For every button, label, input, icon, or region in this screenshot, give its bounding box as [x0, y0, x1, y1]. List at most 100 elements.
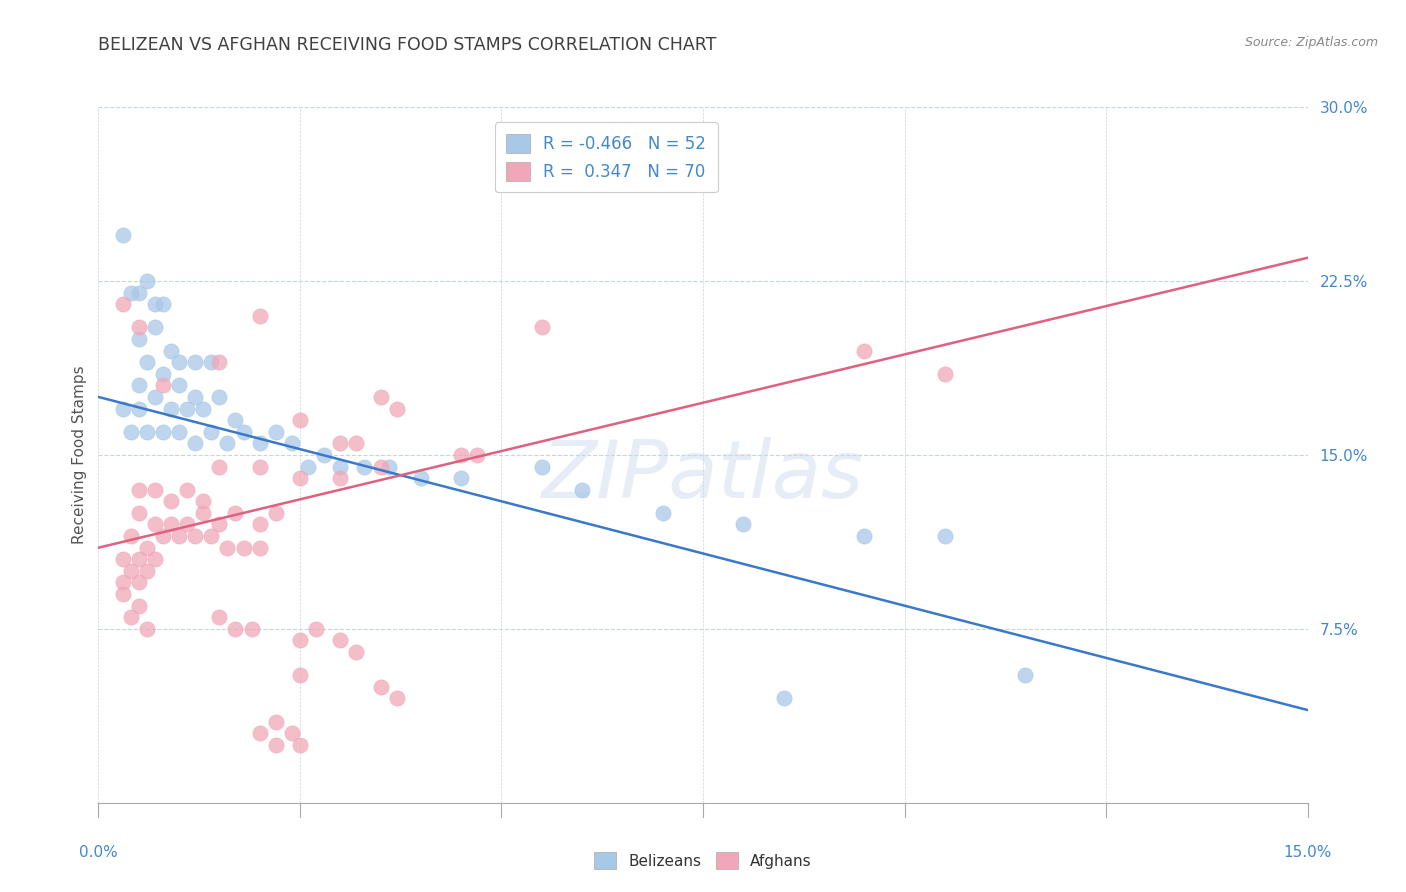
Point	[288, 633, 311, 648]
Point	[128, 378, 150, 392]
Point	[152, 529, 174, 543]
Text: 0.0%: 0.0%	[79, 845, 118, 860]
Point	[208, 459, 231, 474]
Point	[135, 355, 157, 369]
Point	[135, 564, 157, 578]
Point	[249, 517, 271, 532]
Text: 15.0%: 15.0%	[1284, 845, 1331, 860]
Point	[135, 425, 157, 439]
Point	[160, 401, 183, 416]
Point	[344, 436, 367, 450]
Point	[571, 483, 593, 497]
Point	[111, 401, 134, 416]
Point	[184, 436, 207, 450]
Point	[224, 622, 246, 636]
Point	[934, 367, 956, 381]
Point	[288, 668, 311, 682]
Point	[120, 529, 142, 543]
Point	[152, 378, 174, 392]
Text: Source: ZipAtlas.com: Source: ZipAtlas.com	[1244, 36, 1378, 49]
Point	[288, 471, 311, 485]
Point	[329, 436, 352, 450]
Point	[409, 471, 432, 485]
Point	[111, 575, 134, 590]
Point	[167, 529, 190, 543]
Point	[120, 610, 142, 624]
Point	[111, 587, 134, 601]
Point	[176, 517, 198, 532]
Point	[1014, 668, 1036, 682]
Point	[184, 390, 207, 404]
Point	[200, 529, 222, 543]
Point	[208, 610, 231, 624]
Y-axis label: Receiving Food Stamps: Receiving Food Stamps	[72, 366, 87, 544]
Point	[160, 517, 183, 532]
Point	[370, 680, 392, 694]
Point	[249, 726, 271, 740]
Point	[128, 401, 150, 416]
Legend: R = -0.466   N = 52, R =  0.347   N = 70: R = -0.466 N = 52, R = 0.347 N = 70	[495, 122, 717, 193]
Point	[530, 459, 553, 474]
Point	[450, 448, 472, 462]
Point	[135, 622, 157, 636]
Text: BELIZEAN VS AFGHAN RECEIVING FOOD STAMPS CORRELATION CHART: BELIZEAN VS AFGHAN RECEIVING FOOD STAMPS…	[98, 36, 717, 54]
Point	[143, 390, 166, 404]
Point	[128, 575, 150, 590]
Point	[208, 355, 231, 369]
Legend: Belizeans, Afghans: Belizeans, Afghans	[588, 846, 818, 875]
Point	[111, 227, 134, 242]
Point	[152, 297, 174, 311]
Point	[135, 541, 157, 555]
Point	[288, 738, 311, 752]
Point	[200, 425, 222, 439]
Point	[143, 297, 166, 311]
Point	[128, 332, 150, 346]
Point	[281, 726, 304, 740]
Point	[249, 309, 271, 323]
Point	[934, 529, 956, 543]
Point	[120, 425, 142, 439]
Point	[193, 506, 215, 520]
Point	[128, 285, 150, 300]
Text: ZIPatlas: ZIPatlas	[541, 437, 865, 515]
Point	[772, 691, 794, 706]
Point	[135, 274, 157, 288]
Point	[217, 541, 239, 555]
Point	[305, 622, 328, 636]
Point	[184, 529, 207, 543]
Point	[193, 494, 215, 508]
Point	[297, 459, 319, 474]
Point	[128, 483, 150, 497]
Point	[249, 541, 271, 555]
Point	[853, 343, 876, 358]
Point	[176, 483, 198, 497]
Point	[377, 459, 399, 474]
Point	[184, 355, 207, 369]
Point	[143, 483, 166, 497]
Point	[264, 506, 287, 520]
Point	[176, 401, 198, 416]
Point	[249, 459, 271, 474]
Point	[143, 320, 166, 334]
Point	[143, 517, 166, 532]
Point	[385, 691, 408, 706]
Point	[167, 378, 190, 392]
Point	[193, 401, 215, 416]
Point	[344, 645, 367, 659]
Point	[651, 506, 673, 520]
Point	[160, 494, 183, 508]
Point	[208, 390, 231, 404]
Point	[288, 413, 311, 427]
Point	[450, 471, 472, 485]
Point	[329, 633, 352, 648]
Point	[152, 425, 174, 439]
Point	[353, 459, 375, 474]
Point	[224, 413, 246, 427]
Point	[160, 343, 183, 358]
Point	[530, 320, 553, 334]
Point	[143, 552, 166, 566]
Point	[217, 436, 239, 450]
Point	[465, 448, 488, 462]
Point	[128, 599, 150, 613]
Point	[370, 390, 392, 404]
